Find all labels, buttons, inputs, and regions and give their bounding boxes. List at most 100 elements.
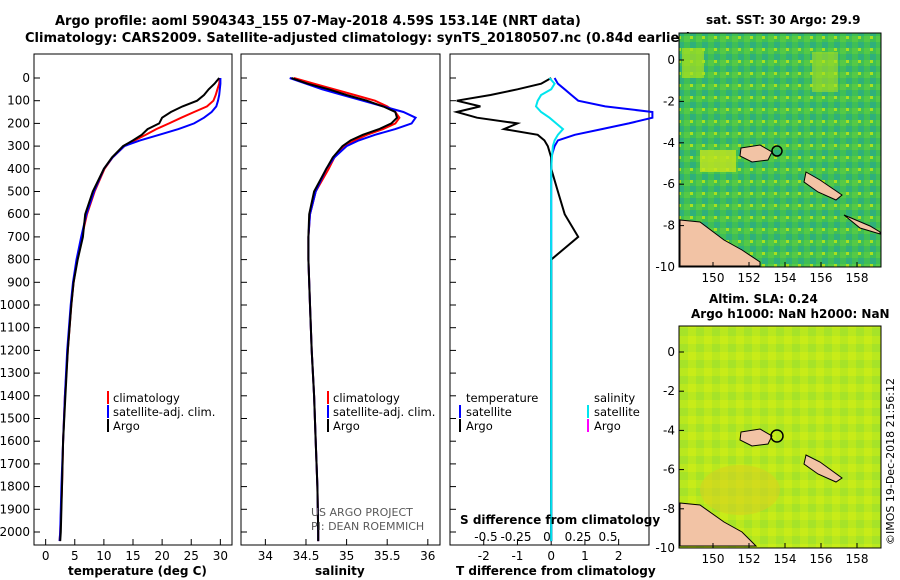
legend-label-satellite: satellite-adj. clim. (333, 405, 435, 419)
difference-frame (449, 53, 650, 546)
x-tick-label: 10 (96, 549, 111, 563)
salinity-depth-ticks (241, 77, 247, 533)
legend-label-argo: Argo (333, 419, 360, 433)
sst-y-ticks: 0 -2 -4 -6 -8 -10 (655, 53, 684, 274)
title-line-2: Climatology: CARS2009. Satellite-adjuste… (25, 31, 692, 46)
depth-tick-label: 1500 (0, 412, 30, 426)
argo-float-location-sst (771, 145, 783, 157)
map-y-tick-label: -10 (655, 541, 675, 555)
sst-warm-patch (700, 150, 736, 172)
map-y-tick-label: -2 (663, 94, 675, 108)
legend-label-s-argo: Argo (594, 419, 621, 433)
temperature-series (58, 77, 222, 542)
land-east (843, 214, 881, 235)
depth-tick-label: 900 (7, 275, 30, 289)
project-credit: US ARGO PROJECT (311, 506, 413, 519)
salinity-panel: 34 34.5 35 35.5 36 salinity climatology sate… (240, 53, 441, 578)
x-tick-label: 34.5 (293, 549, 320, 563)
x-tick-label: 35.5 (374, 549, 401, 563)
x-tick-label: 36 (420, 549, 435, 563)
difference-legend-salinity: salinity satellite Argo (587, 391, 640, 433)
map-x-tick-label: 150 (702, 552, 725, 566)
map-y-tick-label: -4 (663, 136, 675, 150)
depth-tick-label: 1800 (0, 480, 30, 494)
salinity-difference-ticks: -0.5 -0.25 0 0.25 0.5 (474, 530, 617, 544)
salinity-frame (240, 53, 441, 546)
legend-label-t-satellite: satellite (466, 405, 512, 419)
map-x-tick-label: 158 (846, 552, 869, 566)
depth-tick-label: 1100 (0, 321, 30, 335)
depth-tick-label: 1400 (0, 389, 30, 403)
legend-label-satellite: satellite-adj. clim. (113, 405, 215, 419)
sla-x-ticks: 150 152 154 156 158 (702, 543, 869, 566)
map-x-tick-label: 154 (774, 271, 797, 285)
legend-label-climatology: climatology (333, 391, 400, 405)
temperature-frame (33, 53, 233, 546)
x-tick-label: 35 (339, 549, 354, 563)
series-argo (291, 77, 399, 542)
land-islands (803, 171, 843, 201)
sst-x-ticks: 150 152 154 156 158 (702, 262, 869, 285)
salinity-difference-label: S difference from climatology (460, 513, 660, 527)
salinity-x-label: salinity (315, 564, 365, 578)
map-x-tick-label: 156 (810, 552, 833, 566)
land-new-britain (739, 144, 773, 163)
sla-map-title-1: Altim. SLA: 0.24 (709, 292, 818, 306)
temperature-x-axis: 0 5 10 15 20 25 30 (42, 539, 228, 563)
difference-legend-temperature: temperature satellite Argo (459, 391, 538, 433)
legend-label-climatology: climatology (113, 391, 180, 405)
map-y-tick-label: -4 (663, 423, 675, 437)
depth-tick-label: 100 (7, 94, 30, 108)
map-y-tick-label: -8 (663, 502, 675, 516)
map-y-tick-label: -2 (663, 384, 675, 398)
map-y-tick-label: -8 (663, 219, 675, 233)
land-islands (803, 454, 843, 483)
map-x-tick-label: 150 (702, 271, 725, 285)
depth-tick-label: 500 (7, 185, 30, 199)
depth-tick-label: 1900 (0, 502, 30, 516)
x-tick-label: 34 (258, 549, 273, 563)
temperature-panel: 0100200300400500600700800900100011001200… (0, 53, 233, 578)
s-tick: -0.25 (500, 530, 531, 544)
depth-tick-label: 200 (7, 116, 30, 130)
salinity-legend: climatology satellite-adj. clim. Argo (327, 391, 435, 433)
s-tick: 0.25 (565, 530, 592, 544)
x-tick-label: 2 (615, 549, 623, 563)
title-line-1: Argo profile: aoml 5904343_155 07-May-20… (55, 14, 581, 29)
sla-y-ticks: 0 -2 -4 -6 -8 -10 (655, 345, 684, 555)
s-tick: 0.5 (598, 530, 617, 544)
map-x-tick-label: 156 (810, 271, 833, 285)
x-tick-label: 30 (213, 549, 228, 563)
series-s-satellite (534, 77, 565, 542)
depth-tick-label: 800 (7, 253, 30, 267)
sla-map: Altim. SLA: 0.24 Argo h1000: NaN h2000: … (655, 292, 889, 566)
difference-depth-ticks (450, 77, 456, 533)
sla-field (678, 325, 882, 549)
sst-warm-patch (812, 52, 838, 92)
depth-tick-label: 400 (7, 162, 30, 176)
argo-float-location-sla (770, 429, 784, 443)
x-tick-label: 0 (42, 549, 50, 563)
map-y-tick-label: -6 (663, 177, 675, 191)
depth-tick-label: 700 (7, 230, 30, 244)
imos-credit: ©IMOS 19-Dec-2018 21:56:12 (884, 378, 897, 545)
depth-tick-label: 1200 (0, 343, 30, 357)
legend-title-temperature: temperature (466, 391, 538, 405)
x-tick-label: 15 (125, 549, 140, 563)
x-tick-label: 1 (581, 549, 589, 563)
depth-tick-label: 1000 (0, 298, 30, 312)
x-tick-label: 0 (547, 549, 555, 563)
difference-series (452, 77, 654, 542)
map-x-tick-label: 154 (774, 552, 797, 566)
salinity-x-axis: 34 34.5 35 35.5 36 (258, 539, 435, 563)
land-new-guinea (679, 219, 761, 267)
land-new-britain (739, 428, 773, 447)
depth-tick-label: 1700 (0, 457, 30, 471)
sla-map-title-2: Argo h1000: NaN h2000: NaN (691, 307, 890, 321)
legend-label-argo: Argo (113, 419, 140, 433)
map-y-tick-label: 0 (667, 345, 675, 359)
difference-panel: -2 -1 0 1 2 T difference from climatology S … (449, 53, 660, 578)
legend-title-salinity: salinity (594, 391, 635, 405)
map-x-tick-label: 158 (846, 271, 869, 285)
